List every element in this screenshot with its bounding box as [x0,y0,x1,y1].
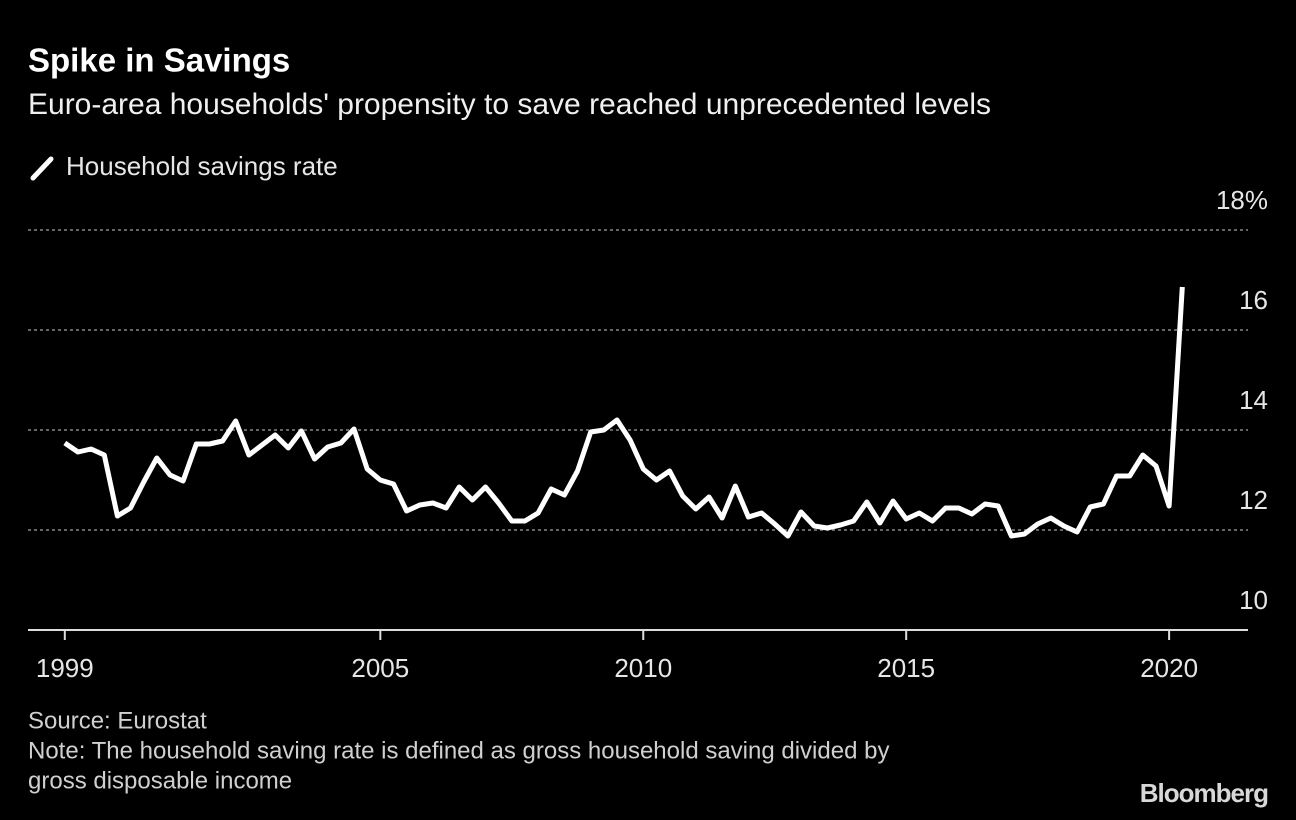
legend-swatch [30,156,54,181]
x-tick-label: 2015 [877,653,935,683]
y-tick-label: 12 [1239,485,1268,515]
legend-label: Household savings rate [66,151,338,181]
x-tick-label: 2010 [614,653,672,683]
data-line [63,286,1185,539]
y-tick-label: 18% [1216,185,1268,215]
y-tick-label: 14 [1239,385,1268,415]
x-tick-label: 2005 [351,653,409,683]
y-tick-label: 10 [1239,585,1268,615]
y-tick-label: 16 [1239,285,1268,315]
logo: Bloomberg [1140,778,1268,808]
source: Source: Eurostat [28,707,207,734]
x-tick-label: 1999 [36,653,94,683]
note: gross disposable income [28,767,292,794]
chart-subtitle: Euro-area households' propensity to save… [28,88,991,121]
note: Note: The household saving rate is defin… [28,737,889,764]
x-tick-label: 2020 [1140,653,1198,683]
chart-title: Spike in Savings [28,42,290,79]
